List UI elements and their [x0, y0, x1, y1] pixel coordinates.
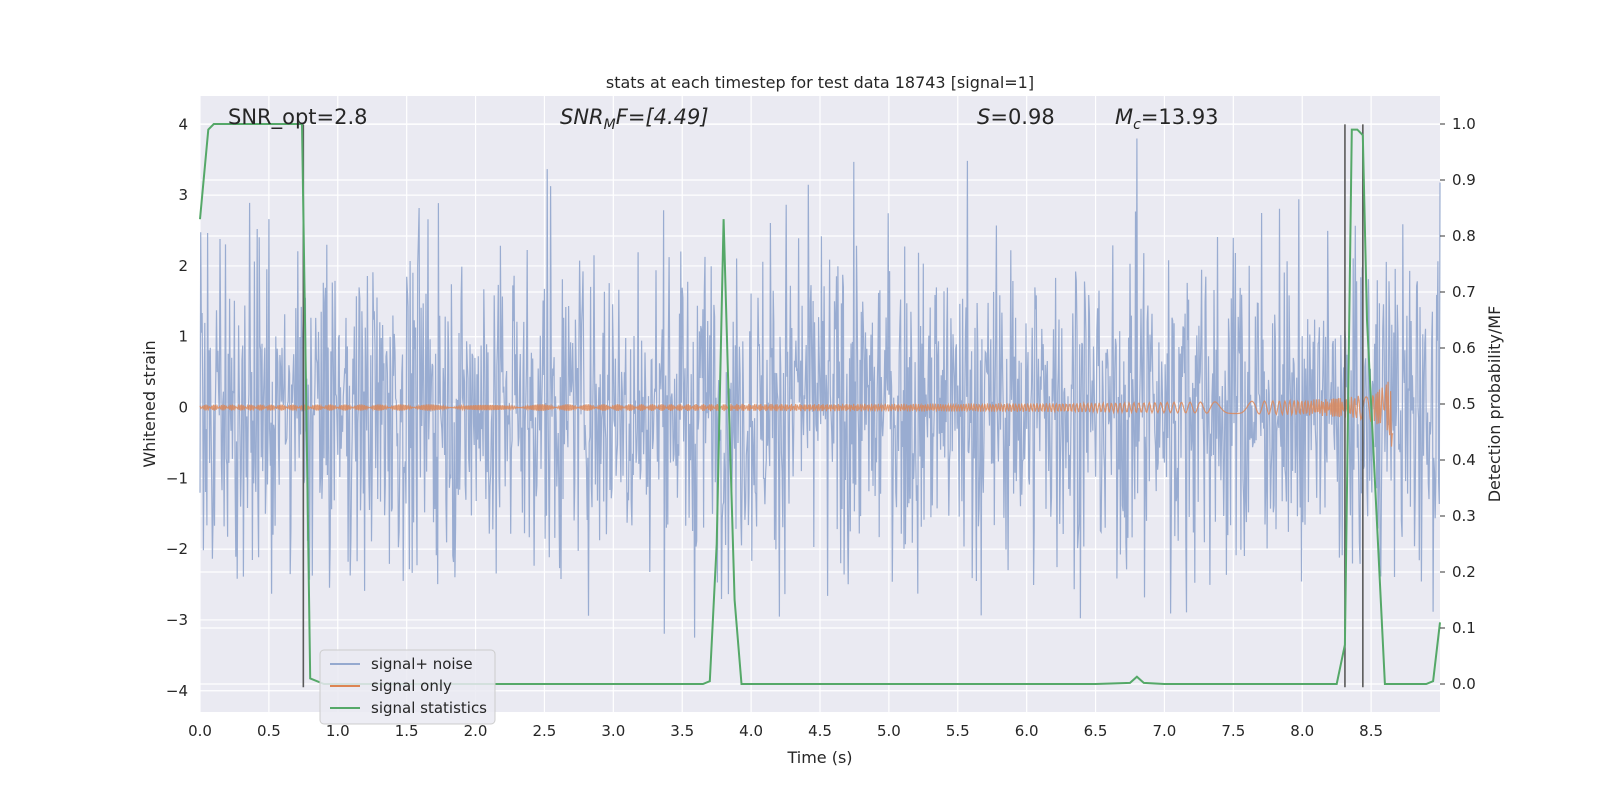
signal-only-line [199, 381, 1394, 447]
signal-only-series [199, 381, 1394, 447]
x-tick-label: 8.0 [1290, 722, 1314, 740]
annotation-s-rest: =0.98 [990, 105, 1054, 129]
annotation-s: S=0.98 [977, 105, 1055, 129]
legend-label-signal-noise: signal+ noise [371, 655, 473, 673]
y-right-tick-label: 0.9 [1452, 171, 1476, 189]
x-tick-label: 0.5 [257, 722, 281, 740]
y-tick-label: 2 [178, 257, 188, 275]
y-tick-label: −1 [166, 469, 188, 487]
y-tick-label: −4 [166, 682, 188, 700]
annotation-mc-main: M [1115, 105, 1133, 129]
annotation-snr-mf-main: SNR [560, 105, 604, 129]
legend: signal+ noise signal only signal statist… [319, 649, 496, 725]
x-tick-label: 1.0 [326, 722, 350, 740]
x-tick-label: 2.0 [464, 722, 488, 740]
signal-statistics-series [199, 123, 1441, 685]
chart-title: stats at each timestep for test data 187… [606, 73, 1034, 92]
y-tick-label: −3 [166, 611, 188, 629]
y-right-tick-label: 0.1 [1452, 619, 1476, 637]
annotation-snr-mf: SNRMF=[4.49] [560, 105, 709, 133]
y-tick-label: 3 [178, 186, 188, 204]
annotation-s-main: S [977, 105, 990, 129]
annotation-mc-rest: =13.93 [1141, 105, 1219, 129]
y-tick-label: 1 [178, 328, 188, 346]
x-tick-label: 4.0 [739, 722, 763, 740]
x-tick-label: 5.5 [946, 722, 970, 740]
annotation-snr-opt: SNR_opt=2.8 [228, 105, 368, 130]
y-tick-label: −2 [166, 540, 188, 558]
annotation-mc: Mc=13.93 [1115, 105, 1219, 133]
x-tick-label: 3.5 [670, 722, 694, 740]
y-axis-label: Whitened strain [140, 340, 159, 467]
annotation-mc-sub: c [1133, 117, 1141, 133]
x-tick-label: 1.5 [395, 722, 419, 740]
y-right-tick-label: 0.2 [1452, 563, 1476, 581]
annotation-snr-mf-sub: M [604, 117, 616, 133]
y-axis-right-ticks: 1.0 0.9 0.8 0.7 0.6 0.5 0.4 0.3 0.2 0.1 0.0 [1440, 115, 1476, 693]
y-right-tick-label: 0.0 [1452, 675, 1476, 693]
y-right-tick-label: 0.4 [1452, 451, 1476, 469]
x-tick-label: 6.0 [1015, 722, 1039, 740]
x-tick-label: 4.5 [808, 722, 832, 740]
y-tick-label: 0 [178, 399, 188, 417]
y-tick-label: 4 [178, 115, 188, 133]
y-right-tick-label: 0.6 [1452, 339, 1476, 357]
y-right-tick-label: 0.8 [1452, 227, 1476, 245]
x-tick-label: 6.5 [1084, 722, 1108, 740]
legend-label-signal-statistics: signal statistics [371, 699, 487, 717]
x-axis-label: Time (s) [786, 748, 852, 767]
legend-label-signal-only: signal only [371, 677, 452, 695]
x-tick-label: 8.5 [1359, 722, 1383, 740]
signal-noise-line [199, 138, 1441, 638]
x-tick-label: 0.0 [188, 722, 212, 740]
x-tick-label: 2.5 [533, 722, 557, 740]
y-right-tick-label: 0.7 [1452, 283, 1476, 301]
annotation-snr-mf-rest: F=[4.49] [616, 105, 709, 129]
x-tick-label: 5.0 [877, 722, 901, 740]
signal-noise-series [199, 138, 1441, 638]
signal-statistics-line [199, 123, 1441, 685]
y-axis-right-label: Detection probability/MF [1485, 306, 1504, 503]
y-right-tick-label: 0.5 [1452, 395, 1476, 413]
x-axis-ticks: 0.0 0.5 1.0 1.5 2.0 2.5 3.0 3.5 4.0 4.5 5.0 5.5 6.0 6… [188, 722, 1383, 740]
x-tick-label: 7.0 [1153, 722, 1177, 740]
x-tick-label: 7.5 [1221, 722, 1245, 740]
y-right-tick-label: 1.0 [1452, 115, 1476, 133]
y-axis-ticks: 4 3 2 1 0 −1 −2 −3 −4 [166, 115, 188, 699]
x-tick-label: 3.0 [601, 722, 625, 740]
legend-box [319, 649, 496, 725]
y-right-tick-label: 0.3 [1452, 507, 1476, 525]
